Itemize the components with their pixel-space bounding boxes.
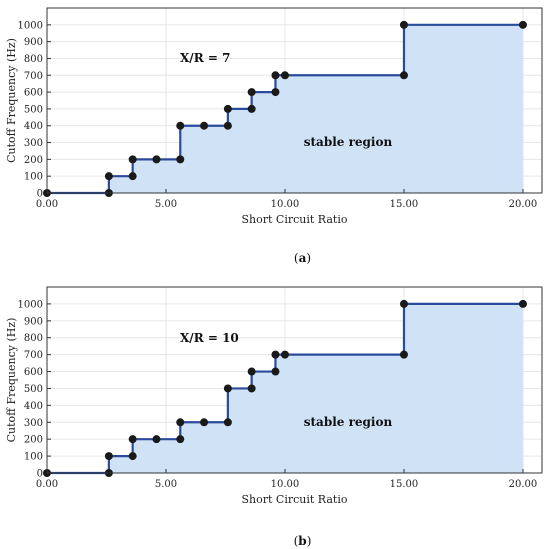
y-tick-label-a-5: 500 [24,104,43,115]
data-point-b-3 [128,452,137,461]
caption-open-paren-a: ( [294,251,299,265]
y-tick-label-b-8: 800 [24,333,43,344]
x-tick-label-a-1: 5.00 [155,199,177,210]
y-tick-label-b-5: 500 [24,384,43,395]
data-point-b-6 [176,435,185,444]
data-point-b-7 [176,418,185,427]
caption-letter-b: b [298,534,306,548]
data-point-a-11 [247,104,256,113]
x-axis-label-b: Short Circuit Ratio [242,493,348,506]
caption-letter-a: a [299,251,307,265]
x-tick-label-b-3: 15.00 [390,479,419,490]
data-point-a-10 [223,104,232,113]
y-tick-label-a-7: 700 [24,71,43,82]
axes-frame-a [46,7,543,194]
data-point-a-6 [176,155,185,164]
caption-close-paren-b: ) [307,534,312,548]
stable-region-label-a: stable region [304,135,393,149]
y-tick-label-b-0: 0 [37,469,43,480]
data-point-b-12 [247,367,256,376]
y-tick-label-a-4: 400 [24,121,43,132]
data-point-a-5 [152,155,161,164]
data-point-a-18 [518,20,527,29]
data-point-a-8 [200,121,209,130]
data-point-b-9 [223,418,232,427]
data-point-b-13 [271,367,280,376]
data-markers-b [43,299,527,477]
data-point-a-15 [280,71,289,80]
data-point-b-4 [128,435,137,444]
y-tick-label-a-3: 300 [24,138,43,149]
y-tick-label-b-1: 100 [24,452,43,463]
data-point-a-3 [128,172,137,181]
data-point-b-15 [280,350,289,359]
panel-a: 0.00 5.00 10.00 15.00 20.00 0 100 200 300 400 500… [5,7,543,265]
x-tick-label-a-2: 10.00 [271,199,300,210]
y-tick-label-b-2: 200 [24,435,43,446]
caption-open-paren-b: ( [294,534,299,548]
data-point-a-2 [104,172,113,181]
y-tick-label-b-9: 900 [24,316,43,327]
y-tick-label-a-9: 900 [24,37,43,48]
y-tick-label-b-6: 600 [24,367,43,378]
caption-close-paren-a: ) [306,251,311,265]
data-point-a-4 [128,155,137,164]
y-tick-labels-a: 0 100 200 300 400 500 600 700 800 900 1000 [18,20,51,200]
y-axis-label-a: Cutoff Frequency (Hz) [5,38,18,163]
data-point-a-12 [247,88,256,97]
data-point-b-18 [518,299,527,308]
y-tick-label-a-1: 100 [24,172,43,183]
x-tick-label-b-4: 20.00 [509,479,538,490]
y-tick-label-b-3: 300 [24,418,43,429]
data-point-a-17 [399,20,408,29]
data-point-b-14 [271,350,280,359]
axes-frame-b [46,286,543,474]
y-tick-label-b-7: 700 [24,350,43,361]
x-axis-label-a: Short Circuit Ratio [242,213,348,226]
x-tick-label-a-3: 15.00 [390,199,419,210]
x-tick-label-b-0: 0.00 [36,479,58,490]
panel-b: 0.00 5.00 10.00 15.00 20.00 0 100 200 300 400 500… [5,286,543,548]
x-tick-label-b-1: 5.00 [155,479,177,490]
x-tick-label-b-2: 10.00 [271,479,300,490]
y-tick-label-a-10: 1000 [18,20,43,31]
data-point-a-16 [399,71,408,80]
y-tick-label-a-0: 0 [37,189,43,200]
data-point-b-10 [223,384,232,393]
x-tick-labels-b: 0.00 5.00 10.00 15.00 20.00 [36,469,537,490]
data-point-a-14 [271,71,280,80]
xr-annotation-a: X/R = 7 [180,51,230,65]
y-tick-label-a-8: 800 [24,54,43,65]
x-tick-labels-a: 0.00 5.00 10.00 15.00 20.00 [36,189,537,210]
data-point-a-13 [271,88,280,97]
panel-caption-a: (a) [294,251,311,265]
y-tick-label-b-10: 1000 [18,299,43,310]
data-point-b-5 [152,435,161,444]
data-point-b-16 [399,350,408,359]
data-point-a-9 [223,121,232,130]
data-point-b-11 [247,384,256,393]
data-point-b-2 [104,452,113,461]
panel-caption-b: (b) [294,534,312,548]
y-tick-label-a-2: 200 [24,155,43,166]
data-point-b-8 [200,418,209,427]
data-point-b-17 [399,299,408,308]
x-tick-label-a-4: 20.00 [509,199,538,210]
x-tick-label-a-0: 0.00 [36,199,58,210]
stable-region-label-b: stable region [304,415,393,429]
data-point-a-7 [176,121,185,130]
xr-annotation-b: X/R = 10 [180,331,239,345]
y-axis-label-b: Cutoff Frequency (Hz) [5,318,18,443]
y-tick-labels-b: 0 100 200 300 400 500 600 700 800 900 1000 [18,299,51,480]
y-tick-label-b-4: 400 [24,401,43,412]
y-tick-label-a-6: 600 [24,88,43,99]
